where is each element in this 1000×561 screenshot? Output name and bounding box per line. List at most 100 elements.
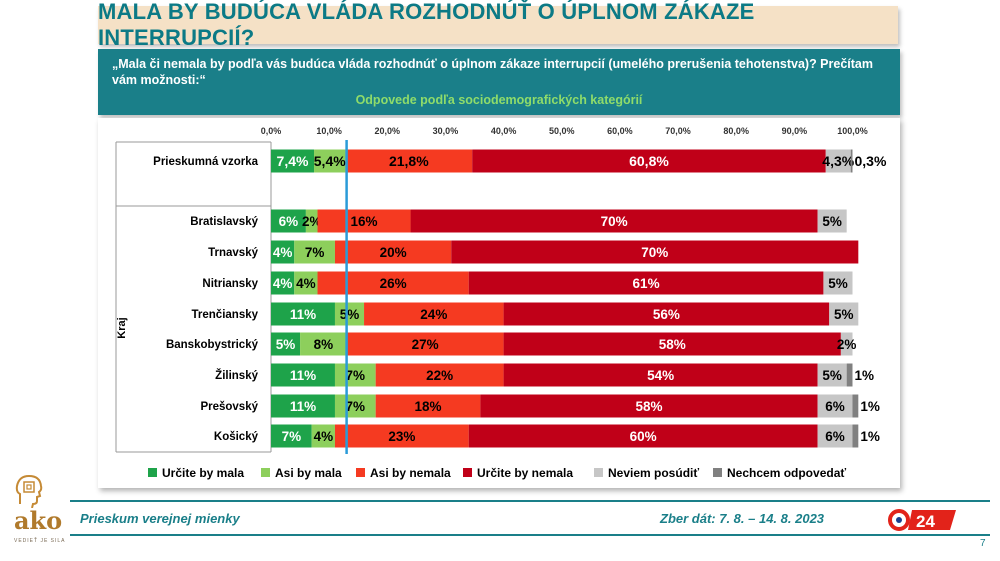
bar-segment xyxy=(271,332,301,356)
legend-swatch xyxy=(463,468,472,477)
bar-segment xyxy=(311,424,335,448)
bar-segment xyxy=(823,271,853,295)
bar-segment xyxy=(271,149,315,173)
bar-segment xyxy=(817,394,853,418)
data-label: 5% xyxy=(834,307,854,322)
data-label: 11% xyxy=(290,307,316,322)
bar-segment xyxy=(271,271,295,295)
bar-segment xyxy=(300,332,347,356)
data-label: 23% xyxy=(388,429,415,444)
data-label: 7% xyxy=(282,429,302,444)
legend-label: Určite by mala xyxy=(162,466,244,480)
data-label: 7% xyxy=(346,368,366,383)
footer-divider-bottom xyxy=(70,534,990,536)
data-label: 6% xyxy=(825,429,845,444)
data-label: 61% xyxy=(633,276,660,291)
x-tick-label: 60,0% xyxy=(607,126,633,136)
data-label: 5% xyxy=(276,337,296,352)
data-label: 60,8% xyxy=(629,153,669,169)
footer-date-label: Zber dát: 7. 8. – 14. 8. 2023 xyxy=(660,511,825,526)
footer-divider-top xyxy=(70,500,990,502)
row-label: Prieskumná vzorka xyxy=(153,156,258,168)
data-label: 58% xyxy=(635,399,662,414)
data-label: 4% xyxy=(273,245,293,260)
x-tick-label: 100,0% xyxy=(837,126,868,136)
data-label: 5% xyxy=(822,214,842,229)
bar-segment xyxy=(271,394,335,418)
question-box: „Mala či nemala by podľa vás budúca vlád… xyxy=(98,49,900,115)
data-label: 20% xyxy=(380,245,407,260)
page-number: 7 xyxy=(980,538,986,549)
bar-segment xyxy=(852,424,859,448)
bar-segment xyxy=(451,240,859,264)
row-label: Prešovský xyxy=(200,401,258,413)
bar-segment xyxy=(314,149,346,173)
row-label: Bratislavský xyxy=(190,216,258,228)
data-label: 1% xyxy=(860,399,880,414)
bar-segment xyxy=(852,394,859,418)
row-label: Banskobystrický xyxy=(166,339,259,351)
legend-label: Nechcem odpovedať xyxy=(727,466,846,480)
data-label: 2% xyxy=(837,337,857,352)
legend-label: Asi by nemala xyxy=(370,466,451,480)
bar-segment xyxy=(334,240,452,264)
x-tick-label: 30,0% xyxy=(433,126,459,136)
bar-segment xyxy=(840,332,853,356)
bar-segment xyxy=(334,363,376,387)
legend-swatch xyxy=(713,468,722,477)
data-label: 54% xyxy=(647,368,674,383)
bar-segment xyxy=(346,332,504,356)
row-label: Trenčiansky xyxy=(192,309,259,321)
legend-label: Určite by nemala xyxy=(477,466,573,480)
bar-segment xyxy=(817,209,847,233)
data-label: 21,8% xyxy=(389,153,429,169)
ako-head-icon xyxy=(15,474,43,508)
bar-segment xyxy=(334,424,469,448)
data-label: 56% xyxy=(653,307,680,322)
data-label: 7% xyxy=(305,245,325,260)
data-label: 60% xyxy=(630,429,657,444)
bar-segment xyxy=(503,302,830,326)
legend-swatch xyxy=(356,468,365,477)
bar-segment xyxy=(503,332,841,356)
ako-logo: ako xyxy=(14,506,63,535)
data-label: 5% xyxy=(828,276,848,291)
data-label: 58% xyxy=(659,337,686,352)
x-tick-label: 80,0% xyxy=(723,126,749,136)
x-tick-label: 20,0% xyxy=(375,126,401,136)
data-label: 8% xyxy=(314,337,334,352)
data-label: 7,4% xyxy=(277,153,309,169)
data-label: 6% xyxy=(279,214,299,229)
legend-swatch xyxy=(148,468,157,477)
bar-segment xyxy=(472,149,826,173)
data-label: 5% xyxy=(822,368,842,383)
bar-segment xyxy=(375,394,481,418)
tv24-logo-text: 24 xyxy=(916,512,935,531)
bar-segment xyxy=(345,149,473,173)
bar-segment xyxy=(271,363,335,387)
bar-segment xyxy=(271,424,312,448)
data-label: 11% xyxy=(290,399,316,414)
bar-segment xyxy=(271,240,295,264)
bar-segment xyxy=(829,302,859,326)
bar-segment xyxy=(317,271,469,295)
question-text: „Mala či nemala by podľa vás budúca vlád… xyxy=(112,57,873,87)
data-label: 5,4% xyxy=(314,153,346,169)
legend-label: Asi by mala xyxy=(275,466,342,480)
data-label: 24% xyxy=(420,307,447,322)
bar-segment xyxy=(305,209,318,233)
data-label: 7% xyxy=(346,399,366,414)
x-tick-label: 0,0% xyxy=(261,126,282,136)
bar-segment xyxy=(846,363,853,387)
x-tick-label: 70,0% xyxy=(665,126,691,136)
page-title: MALA BY BUDÚCA VLÁDA ROZHODNÚŤ O ÚPLNOM … xyxy=(98,0,755,50)
data-label: 4% xyxy=(273,276,293,291)
bar-segment xyxy=(271,209,306,233)
data-label: 22% xyxy=(426,368,453,383)
x-tick-label: 40,0% xyxy=(491,126,517,136)
bar-segment xyxy=(850,149,853,173)
bar-segment xyxy=(817,363,847,387)
title-box: MALA BY BUDÚCA VLÁDA ROZHODNÚŤ O ÚPLNOM … xyxy=(98,0,898,50)
row-label: Trnavský xyxy=(208,247,258,259)
row-label: Nitriansky xyxy=(202,278,258,290)
